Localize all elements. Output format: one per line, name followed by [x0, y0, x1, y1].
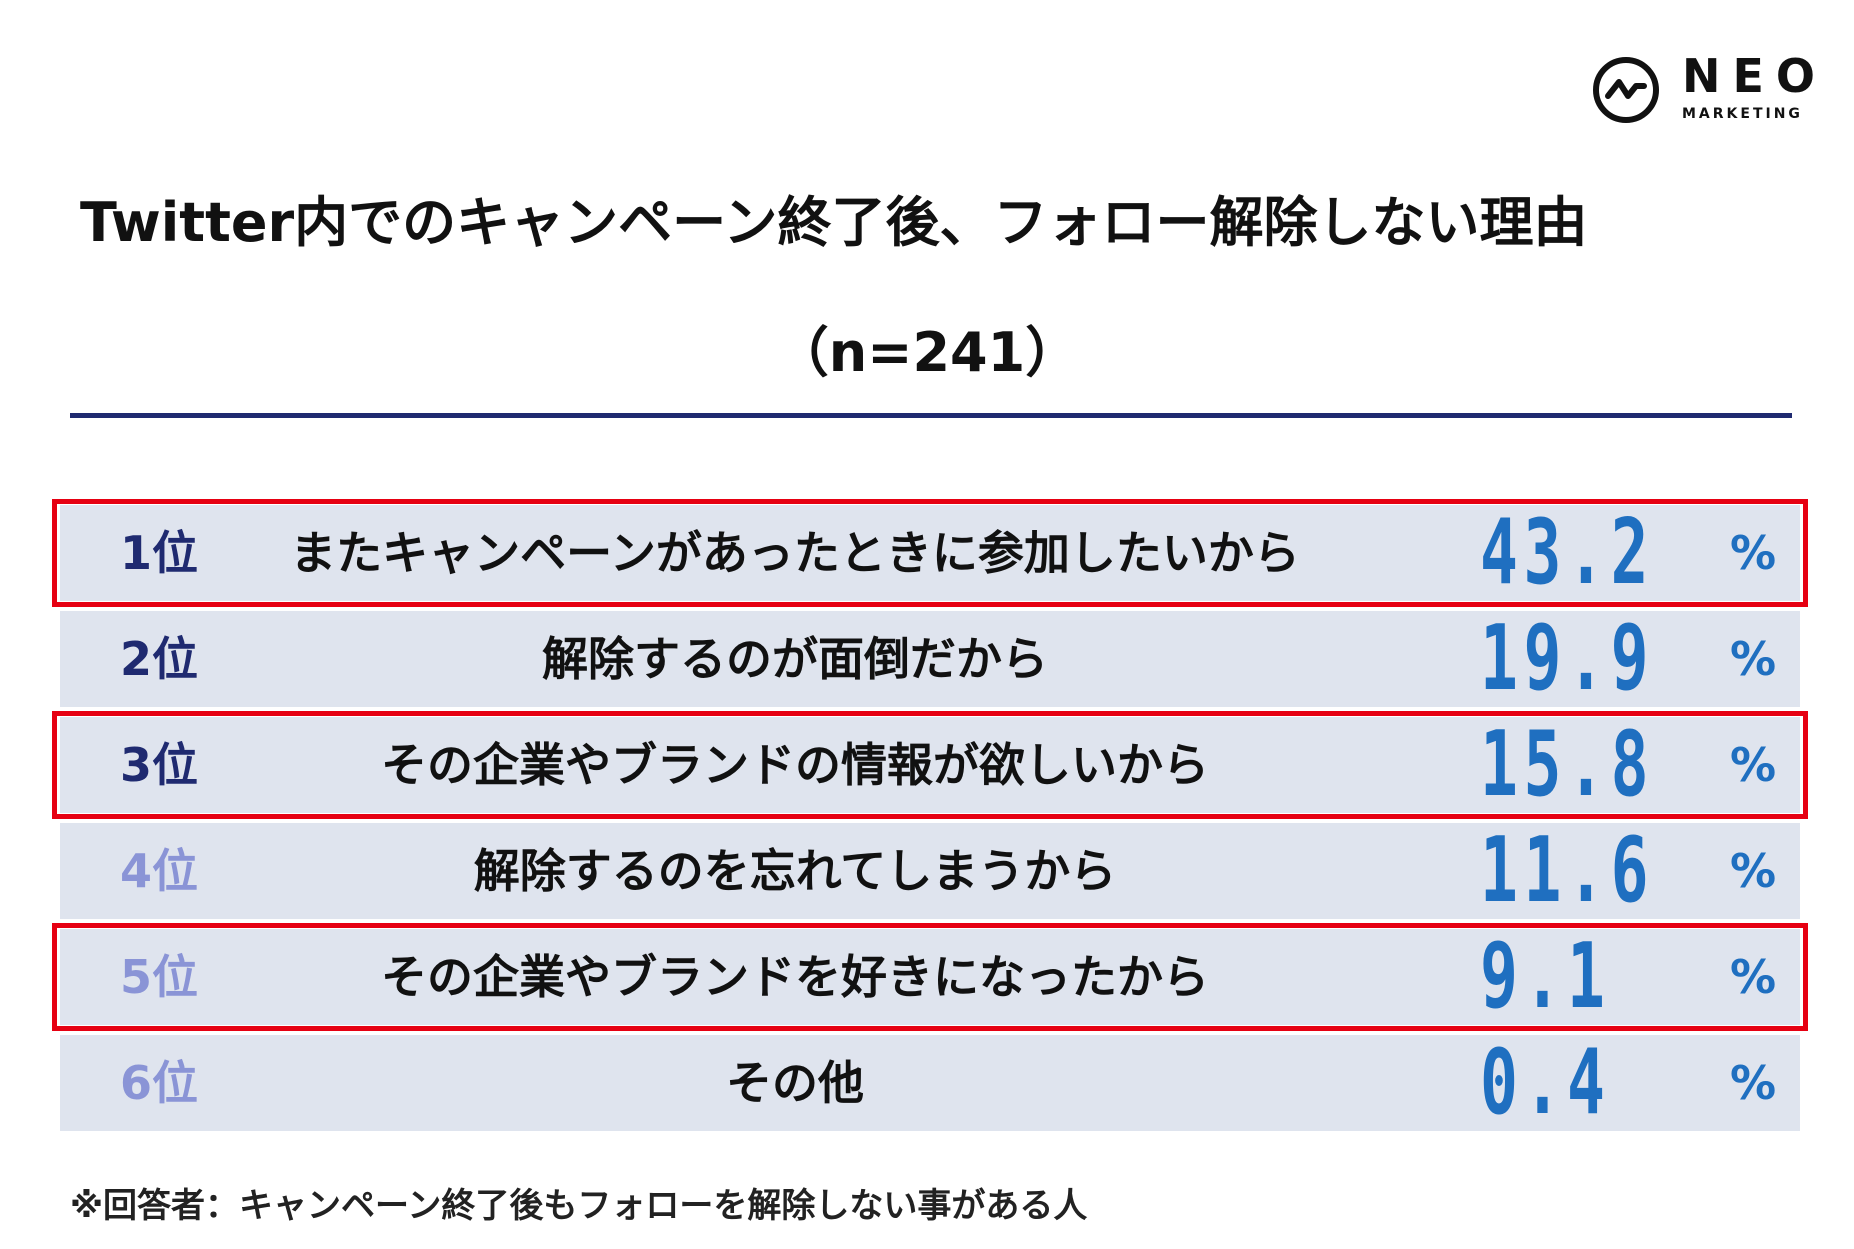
table-row: 2位 解除するのが面倒だから 19.9%: [60, 606, 1800, 711]
value-label: 15.8: [1480, 712, 1655, 817]
ranking-table: 1位 またキャンペーンがあったときに参加したいから 43.2% 2位 解除するのが面倒だ…: [52, 499, 1808, 1141]
percent-unit: %: [1730, 844, 1777, 898]
rank-label: 4位: [120, 844, 199, 898]
reason-label: 解除するのを忘れてしまうから: [473, 844, 1117, 898]
chart-title: Twitter内でのキャンペーン終了後、フォロー解除しない理由: [80, 191, 1588, 254]
table-row: 5位 その企業やブランドを好きになったから 9.1%: [52, 923, 1808, 1031]
percent-unit: %: [1730, 1056, 1777, 1110]
logo-subtitle: MARKETING: [1682, 106, 1803, 122]
value-label: 43.2: [1480, 500, 1655, 605]
value-label: 11.6: [1480, 818, 1655, 923]
rank-label: 6位: [120, 1056, 199, 1110]
reason-label: その企業やブランドの情報が欲しいから: [381, 738, 1209, 792]
percent-unit: %: [1730, 950, 1777, 1004]
logo-name: NEO: [1682, 49, 1828, 103]
percent-unit: %: [1730, 632, 1777, 686]
percent-unit: %: [1730, 526, 1777, 580]
rank-label: 2位: [120, 632, 199, 686]
value-label: 19.9: [1480, 606, 1655, 711]
percent-unit: %: [1730, 738, 1777, 792]
footnote: ※回答者：キャンペーン終了後もフォローを解除しない事がある人: [70, 1186, 1088, 1226]
rank-label: 1位: [120, 526, 199, 580]
reason-label: 解除するのが面倒だから: [542, 632, 1048, 686]
value-label: 0.4: [1480, 1030, 1611, 1135]
value-label: 9.1: [1480, 924, 1611, 1029]
table-row: 3位 その企業やブランドの情報が欲しいから 15.8%: [52, 711, 1808, 819]
rank-label: 3位: [120, 738, 199, 792]
table-row: 4位 解除するのを忘れてしまうから 11.6%: [60, 818, 1800, 923]
reason-label: その企業やブランドを好きになったから: [381, 950, 1209, 1004]
table-row: 6位 その他 0.4%: [60, 1030, 1800, 1135]
reason-label: その他: [726, 1056, 864, 1110]
title-divider: [70, 413, 1792, 418]
neo-marketing-logo-icon: [1593, 57, 1659, 123]
chart-subtitle: （n=241）: [774, 321, 1080, 384]
reason-label: またキャンペーンがあったときに参加したいから: [290, 526, 1300, 580]
rank-label: 5位: [120, 950, 199, 1004]
table-row: 1位 またキャンペーンがあったときに参加したいから 43.2%: [52, 499, 1808, 607]
